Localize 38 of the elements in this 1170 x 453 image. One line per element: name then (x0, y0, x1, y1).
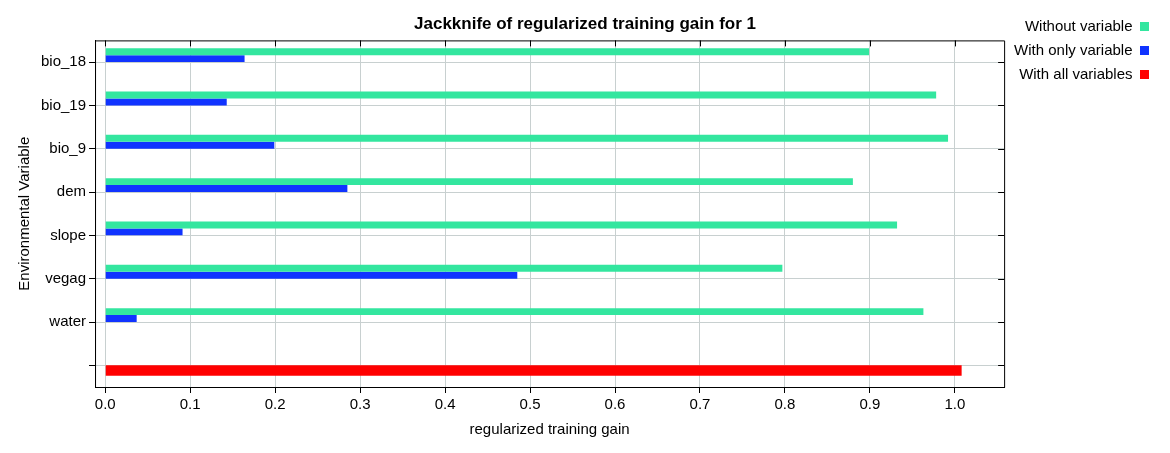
bar (105, 271, 518, 279)
x-tick-label: 1.0 (944, 395, 966, 413)
x-axis-title: regularized training gain (469, 420, 630, 438)
x-tick-label: 0.5 (519, 395, 541, 413)
x-tick-label: 0.8 (774, 395, 796, 413)
bar (105, 141, 275, 149)
bar (105, 221, 898, 229)
legend-label: With only variable (1014, 40, 1133, 58)
bar (105, 48, 870, 56)
y-tick-label: dem (56, 182, 87, 200)
bar (105, 55, 245, 63)
bar (105, 134, 949, 142)
legend-label: Without variable (1024, 16, 1133, 34)
x-tick-label: 0.6 (604, 395, 626, 413)
bar (105, 264, 783, 272)
y-tick-label: bio_9 (49, 138, 87, 156)
x-tick-label: 0.4 (434, 395, 456, 413)
x-tick-label: 0.2 (264, 395, 286, 413)
y-tick-label: bio_19 (41, 95, 87, 113)
x-tick-label: 0.9 (859, 395, 881, 413)
bar (105, 178, 853, 186)
y-tick-label: vegag (45, 268, 87, 286)
y-tick-label: slope (50, 225, 87, 243)
x-tick-label: 0.3 (349, 395, 371, 413)
y-tick-label: bio_18 (41, 52, 87, 70)
y-axis-title: Environmental Variable (15, 136, 33, 291)
x-tick-label: 0.1 (179, 395, 201, 413)
bar (105, 308, 924, 316)
x-tick-label: 0.7 (689, 395, 711, 413)
bar (105, 365, 962, 376)
bar (105, 228, 183, 236)
bar (105, 185, 348, 193)
x-tick-label: 0.0 (94, 395, 116, 413)
chart-title: Jackknife of regularized training gain for 1 (414, 13, 756, 33)
legend-label: With all variables (1019, 64, 1133, 82)
bar (105, 98, 227, 106)
y-tick-label: water (48, 312, 87, 330)
bar (105, 315, 137, 323)
